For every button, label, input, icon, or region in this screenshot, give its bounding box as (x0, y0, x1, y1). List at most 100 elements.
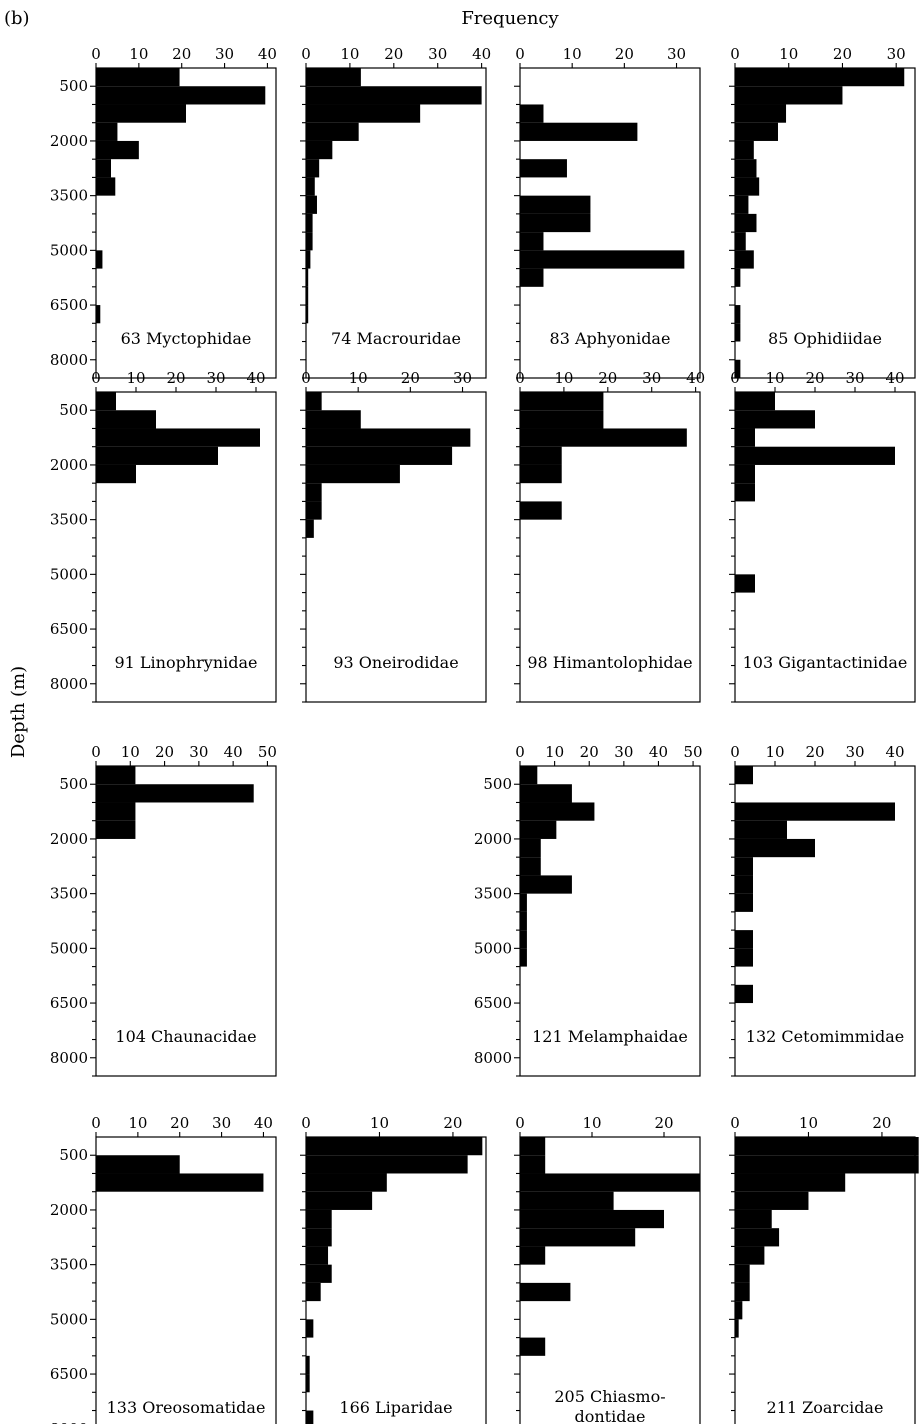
histogram-panel: 0 10 20 205 Chiasmo-dontidae (514, 1114, 701, 1424)
histogram-bar (520, 838, 541, 858)
histogram-bar (520, 875, 572, 894)
histogram-bar (306, 159, 320, 178)
histogram-bar (735, 857, 753, 876)
histogram-bar (306, 1282, 321, 1302)
panel-frame (519, 67, 701, 379)
histogram-bar (96, 68, 180, 87)
histogram-bar (735, 446, 895, 465)
x-tick-label: 50 (684, 743, 703, 761)
histogram-bar (520, 930, 527, 949)
panel-label: 83 Aphyonidae (550, 329, 671, 348)
histogram-bar (735, 159, 757, 178)
histogram-bar (735, 392, 775, 411)
panel-frame (734, 391, 916, 703)
x-tick-label: 20 (833, 45, 852, 63)
panel-frame (95, 765, 277, 1077)
x-tick-label: 20 (443, 1114, 462, 1132)
x-tick-label: 40 (258, 45, 277, 63)
x-tick-label: 30 (453, 369, 472, 387)
x-tick-label: 10 (765, 369, 784, 387)
y-tick-label: 500 (59, 77, 88, 95)
x-tick-label: 0 (730, 1114, 740, 1132)
panel-frame (519, 765, 701, 1077)
x-tick-label: 30 (845, 743, 864, 761)
histogram-bar (96, 86, 266, 105)
y-tick-label: 8000 (474, 1049, 512, 1067)
histogram-bar (96, 802, 136, 821)
histogram-bar (735, 1137, 919, 1156)
histogram-bar (306, 104, 421, 123)
x-tick-label: 0 (515, 45, 525, 63)
x-tick-label: 10 (128, 1114, 147, 1132)
histogram-bar (520, 501, 562, 520)
histogram-bar (96, 305, 101, 324)
panel-label: 91 Linophrynidae (114, 653, 257, 672)
histogram-bar (735, 1246, 765, 1265)
histogram-bar (306, 410, 361, 429)
histogram-bar (306, 86, 482, 105)
histogram-bar (520, 195, 591, 214)
histogram-bar (96, 392, 116, 411)
histogram-bar (520, 1137, 546, 1156)
histogram-bar (520, 820, 557, 839)
x-tick-label: 30 (667, 45, 686, 63)
histogram-bar (306, 1155, 468, 1174)
x-tick-label: 40 (246, 369, 265, 387)
figure-label: (b) (4, 8, 30, 29)
histogram-bar (735, 250, 754, 269)
histogram-panel: 0 10 20 30 40 98 Himantolophidae (514, 369, 705, 703)
histogram-panel: 0 10 20 30 83 Aphyonidae (514, 45, 701, 379)
x-tick-label: 40 (686, 369, 705, 387)
panel-frame (95, 391, 277, 703)
histogram-bar (96, 250, 103, 269)
y-tick-label: 8000 (50, 675, 88, 693)
x-tick-label: 10 (779, 45, 798, 63)
panel-frame (734, 67, 916, 379)
histogram-bar (306, 1319, 314, 1338)
panel-label: 63 Myctophidae (121, 329, 252, 348)
histogram-bar (306, 464, 400, 484)
histogram-bar (735, 323, 741, 342)
x-tick-label: 40 (885, 369, 904, 387)
histogram-bar (306, 501, 322, 520)
histogram-bar (306, 483, 322, 502)
histogram-bar (520, 1282, 571, 1302)
x-tick-label: 20 (155, 743, 174, 761)
histogram-bar (96, 428, 260, 447)
histogram-bar (306, 232, 313, 251)
panel-label: 132 Cetomimmidae (746, 1027, 904, 1046)
x-tick-label: 0 (730, 369, 740, 387)
panel-label: 211 Zoarcidae (767, 1398, 884, 1417)
x-tick-label: 10 (340, 45, 359, 63)
histogram-bar (735, 1155, 919, 1174)
histogram-bar (735, 268, 741, 287)
histogram-bar (735, 232, 746, 251)
x-tick-label: 30 (212, 1114, 231, 1132)
histogram-bar (96, 177, 116, 196)
y-tick-label: 8000 (50, 351, 88, 369)
panel-label: 133 Oreosomatidae (107, 1398, 266, 1417)
histogram-bar (735, 930, 753, 949)
histogram-bar (520, 1228, 636, 1247)
histogram-bar (520, 802, 595, 821)
histogram-panel: 0 10 20 30 40 74 Macrouridae (300, 45, 491, 379)
histogram-bar (520, 464, 562, 484)
y-tick-label: 3500 (50, 885, 88, 903)
histogram-bar (306, 446, 453, 465)
histogram-bar (306, 195, 317, 214)
histogram-bar (735, 359, 741, 378)
panel-frame (519, 391, 701, 703)
histogram-bar (735, 483, 755, 502)
x-tick-label: 30 (845, 369, 864, 387)
histogram-bar (735, 1209, 772, 1229)
y-tick-label: 5000 (50, 565, 88, 583)
panel-frame (519, 1136, 701, 1424)
histogram-bar (735, 195, 749, 214)
histogram-panel: 0 10 20 30 40 50 500 2000 3500 5000 6500 8000 104 Ch… (50, 743, 277, 1077)
histogram-bar (96, 1173, 264, 1192)
x-tick-label: 10 (129, 45, 148, 63)
panel-label: 104 Chaunacidae (115, 1027, 256, 1046)
histogram-panel: 0 10 20 30 93 Oneirodidae (300, 369, 487, 703)
x-tick-label: 30 (614, 743, 633, 761)
